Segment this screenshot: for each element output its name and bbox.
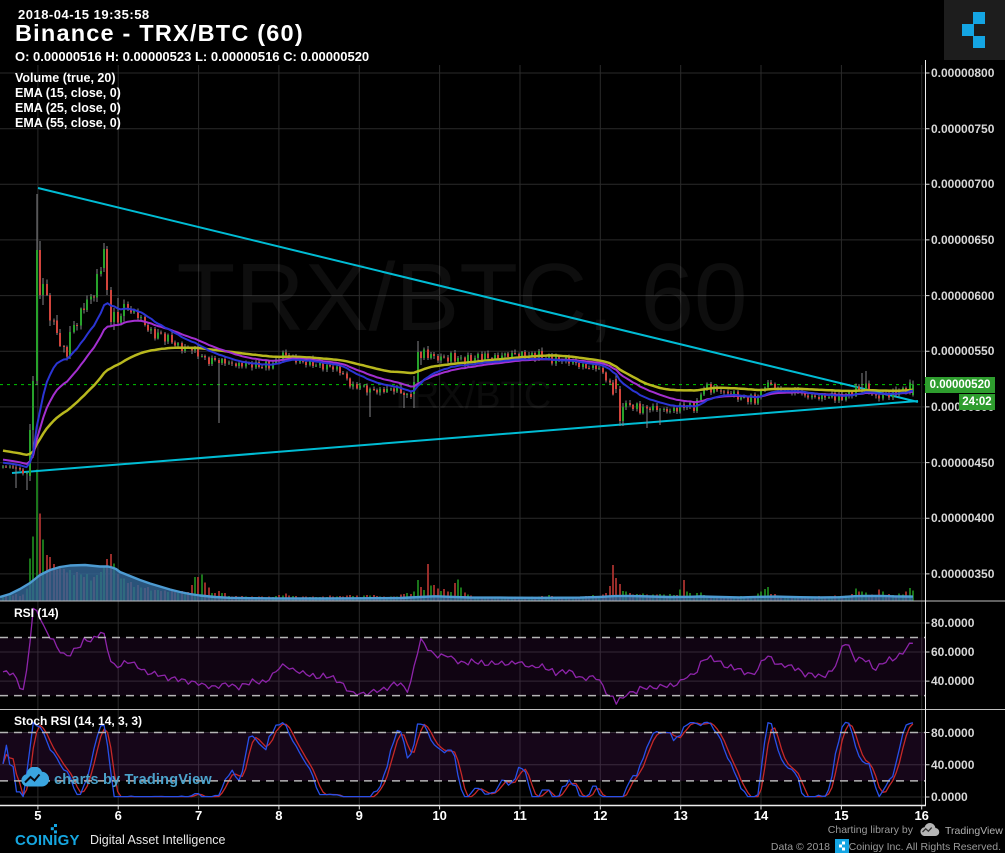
- svg-text:TRX/BTC: TRX/BTC: [389, 375, 552, 417]
- svg-text:TRX/BTC, 60: TRX/BTC, 60: [177, 244, 748, 351]
